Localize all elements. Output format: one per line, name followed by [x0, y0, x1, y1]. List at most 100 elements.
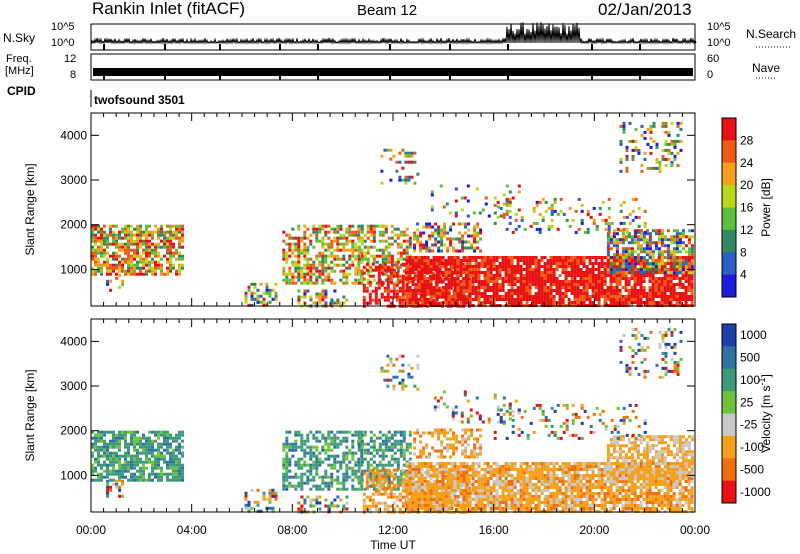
power-cell — [633, 283, 637, 286]
power-cell — [534, 256, 538, 259]
power-cell — [303, 278, 307, 282]
power-cell — [437, 295, 441, 299]
power-cell — [115, 245, 118, 249]
power-cell — [321, 269, 325, 273]
velocity-cell — [115, 436, 118, 440]
power-cell — [528, 295, 532, 298]
velocity-cell — [408, 433, 412, 437]
velocity-cell — [378, 460, 382, 464]
velocity-cell — [315, 439, 319, 443]
power-cell — [372, 230, 376, 234]
power-cell — [109, 279, 113, 283]
power-cell — [501, 283, 505, 286]
power-cell — [522, 292, 526, 295]
power-cell — [392, 295, 396, 299]
velocity-cell — [383, 474, 387, 478]
power-cell — [561, 283, 565, 286]
velocity-cell — [121, 469, 124, 473]
power-cell — [480, 286, 484, 289]
power-cell — [627, 277, 631, 280]
power-cell — [354, 257, 358, 261]
power-cell — [558, 301, 562, 304]
velocity-cell — [97, 451, 100, 455]
power-cell — [282, 230, 286, 234]
velocity-cell — [115, 472, 118, 476]
power-cell — [681, 235, 685, 239]
power-cell — [136, 266, 139, 270]
velocity-cell — [354, 475, 358, 479]
velocity-cell — [390, 433, 394, 437]
power-cell — [178, 266, 181, 270]
power-cell — [327, 230, 331, 234]
power-cell — [558, 274, 562, 277]
velocity-cell — [401, 477, 405, 481]
power-cell — [438, 262, 442, 265]
power-cell — [151, 251, 154, 255]
power-cell — [142, 272, 145, 276]
power-cell — [456, 274, 460, 277]
power-cell — [637, 148, 641, 152]
power-cell — [430, 208, 434, 212]
power-cell — [510, 277, 514, 280]
power-cell — [684, 301, 688, 304]
power-cell — [672, 292, 676, 295]
power-cell — [467, 240, 471, 244]
power-cell — [453, 283, 457, 286]
power-cell — [456, 280, 460, 283]
power-cell — [549, 259, 553, 262]
power-cell — [621, 253, 625, 257]
power-cell — [372, 278, 376, 282]
velocity-cell — [312, 475, 316, 479]
velocity-cell — [300, 442, 304, 446]
velocity-cell — [396, 430, 400, 434]
velocity-cell — [115, 479, 119, 483]
power-cell — [517, 224, 521, 228]
power-cell — [567, 289, 571, 292]
power-cell — [404, 178, 408, 182]
power-cell — [639, 229, 643, 233]
power-cell — [498, 265, 502, 268]
power-cell — [368, 301, 372, 305]
power-cell — [172, 251, 175, 255]
power-cell — [507, 271, 511, 274]
power-cell — [303, 230, 307, 234]
power-cell — [357, 227, 361, 231]
power-cell — [408, 301, 412, 304]
power-cell — [423, 295, 427, 298]
velocity-cell — [312, 466, 316, 470]
velocity-cell — [175, 463, 178, 467]
power-cell — [690, 235, 694, 239]
power-cell — [414, 268, 418, 271]
velocity-cell — [366, 451, 370, 455]
power-cell — [378, 263, 382, 267]
power-cell — [627, 250, 631, 254]
power-cell — [127, 266, 130, 270]
power-cell — [678, 241, 682, 245]
power-cell — [624, 262, 628, 266]
power-cell — [303, 254, 307, 258]
power-cell — [600, 274, 604, 277]
power-cell — [564, 277, 568, 280]
velocity-cell — [151, 466, 154, 470]
power-cell — [452, 298, 456, 302]
power-cell — [534, 295, 538, 298]
power-cell — [321, 263, 325, 267]
velocity-cell — [318, 501, 322, 505]
velocity-cell — [115, 485, 119, 489]
power-cell — [624, 268, 628, 272]
velocity-cell — [399, 433, 403, 437]
power-cell — [362, 277, 366, 281]
velocity-cell — [371, 504, 375, 508]
velocity-cell — [181, 472, 184, 476]
power-cell — [687, 256, 691, 260]
velocity-cell — [145, 448, 148, 452]
velocity-cell — [247, 503, 251, 507]
power-cell — [401, 277, 405, 281]
power-cell — [435, 289, 439, 292]
velocity-cell — [145, 466, 148, 470]
velocity-cell — [178, 469, 181, 473]
power-cell — [640, 133, 644, 137]
power-cell — [678, 238, 682, 242]
power-cell — [669, 253, 673, 257]
power-cell — [348, 248, 352, 252]
